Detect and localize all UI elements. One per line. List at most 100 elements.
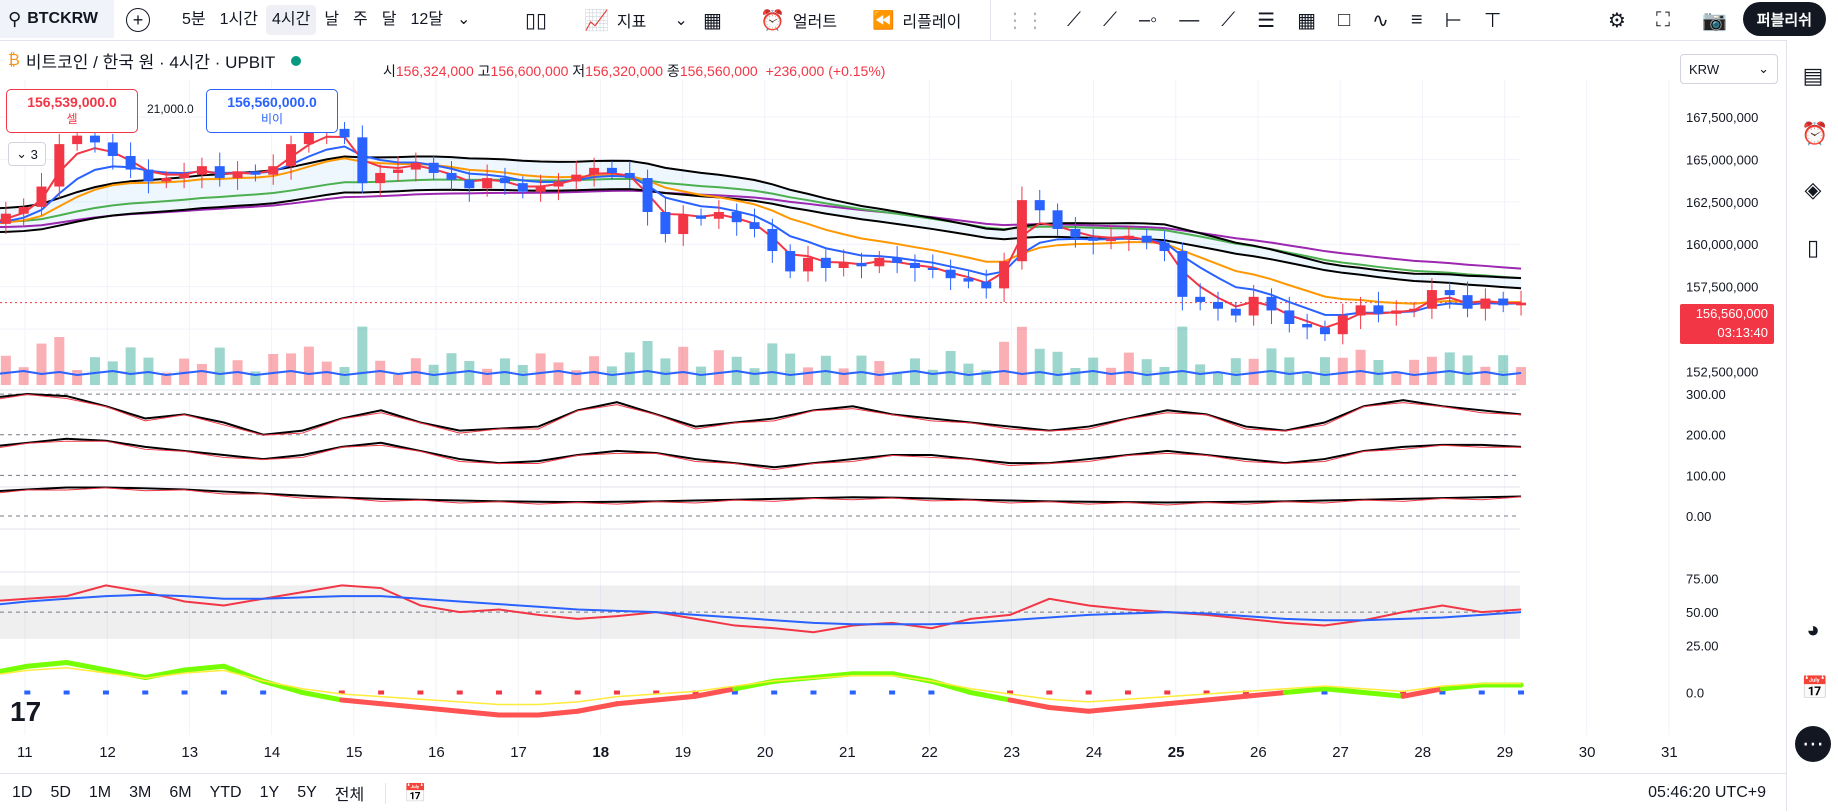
layers-icon[interactable]: ◈ xyxy=(1804,177,1822,202)
volume-bar xyxy=(36,343,47,385)
candle-body xyxy=(1462,295,1473,309)
volume-bar xyxy=(1230,358,1241,385)
drag-handle-icon[interactable]: ⋮⋮ xyxy=(1005,9,1045,32)
timeframe-day[interactable]: 날 xyxy=(324,11,340,28)
candle-body xyxy=(18,206,29,214)
settings-icon[interactable]: ⚙ xyxy=(1608,9,1626,32)
candle-body xyxy=(1052,210,1063,229)
range-1d[interactable]: 1D xyxy=(12,784,33,801)
range-6m[interactable]: 6M xyxy=(169,784,192,801)
horizontal-line-icon[interactable]: — xyxy=(1179,8,1200,31)
buy-button[interactable]: 156,560,000.0 비이 xyxy=(206,89,338,133)
volume-bar xyxy=(589,356,600,385)
x-tick-label: 27 xyxy=(1332,744,1349,761)
stoch1-k-line xyxy=(0,393,1522,436)
volume-bar xyxy=(892,372,903,385)
timeframe-5m[interactable]: 5분 xyxy=(182,11,206,28)
apps-grid-icon[interactable]: ⋯ xyxy=(1795,726,1831,762)
timeframe-4h[interactable]: 4시간 xyxy=(265,5,317,35)
collapse-indicators-button[interactable]: ⌄ 3 xyxy=(8,142,46,166)
range-5d[interactable]: 5D xyxy=(50,784,71,801)
parallel-channel-icon[interactable]: ≡ xyxy=(1410,8,1423,31)
candle-body xyxy=(642,178,653,212)
chat-icon[interactable]: ▯ xyxy=(1806,235,1820,260)
range-1y[interactable]: 1Y xyxy=(259,784,280,801)
add-symbol-button[interactable]: + xyxy=(126,0,150,40)
camera-icon[interactable]: 📷 xyxy=(1702,9,1727,32)
speedometer-icon[interactable]: ◕ xyxy=(1806,617,1820,642)
volume-bar xyxy=(196,364,207,385)
momentum-trend-segment xyxy=(614,697,659,707)
chart-canvas[interactable]: 167,500,000 165,000,000 162,500,000 160,000… xyxy=(0,40,1786,773)
volume-bar xyxy=(54,337,65,385)
rsi-tick-label: 50.00 xyxy=(1686,605,1719,620)
publish-button[interactable]: 퍼블리쉬 xyxy=(1742,2,1826,36)
candle-body xyxy=(945,269,956,279)
candle-body xyxy=(1444,290,1455,296)
candle-type-icon[interactable]: ▯▯ xyxy=(525,9,548,32)
momentum-bar xyxy=(928,690,935,695)
anchor-icon[interactable]: ⊤ xyxy=(1484,9,1502,32)
x-tick-label: 20 xyxy=(757,744,774,761)
zigzag-icon[interactable]: ∿ xyxy=(1372,9,1389,32)
bar-countdown: 03:13:40 xyxy=(1717,325,1768,340)
momentum-bar xyxy=(24,690,31,695)
timeframe-1h[interactable]: 1시간 xyxy=(219,11,258,28)
volume-bar xyxy=(1177,326,1188,385)
symbol-search-button[interactable]: ⚲ BTCKRW xyxy=(0,0,114,38)
volume-ma-line xyxy=(0,369,1522,377)
stoch-tick-label: 0.00 xyxy=(1686,509,1711,524)
momentum-bar xyxy=(731,690,738,695)
trend-line-icon[interactable]: ⟋ xyxy=(1067,8,1081,31)
candle-body xyxy=(107,142,118,156)
ray-icon[interactable]: ⟋ xyxy=(1103,8,1117,31)
indicators-button[interactable]: 📈 지표 ⌄ xyxy=(584,0,688,40)
path-icon[interactable]: ⟋ xyxy=(1221,8,1236,31)
currency-select[interactable]: KRW ⌄ xyxy=(1680,54,1778,84)
grid-icon[interactable]: ▦ xyxy=(1297,9,1317,32)
timeframe-month[interactable]: 달 xyxy=(381,11,397,28)
stoch1-k-signal-line xyxy=(0,393,1522,436)
buy-price: 156,560,000.0 xyxy=(227,94,317,110)
sell-button[interactable]: 156,539,000.0 셀 xyxy=(6,89,138,133)
timeframe-week[interactable]: 주 xyxy=(353,11,368,28)
range-3m[interactable]: 3M xyxy=(129,784,152,801)
momentum-trend-segment xyxy=(0,663,30,675)
chevron-down-icon[interactable]: ⌄ xyxy=(457,11,471,28)
calendar-icon[interactable]: 📅 xyxy=(1801,675,1829,700)
date-range-icon[interactable]: 📅 xyxy=(385,782,435,804)
change-value: +236,000 (+0.15%) xyxy=(765,63,886,79)
candle-body xyxy=(553,181,564,187)
fib-icon[interactable]: ☰ xyxy=(1257,9,1276,32)
volume-bar xyxy=(1248,358,1259,385)
replay-button[interactable]: ⏪ 리플레이 xyxy=(872,0,961,40)
range-1m[interactable]: 1M xyxy=(88,784,112,801)
candle-body xyxy=(1248,296,1259,316)
range-ytd[interactable]: YTD xyxy=(209,784,242,801)
momentum-bar xyxy=(1203,690,1210,695)
volume-bar xyxy=(624,352,635,385)
volume-bar xyxy=(18,367,29,385)
candle-body xyxy=(606,167,617,173)
range-5y[interactable]: 5Y xyxy=(297,784,317,801)
watchlist-icon[interactable]: ▤ xyxy=(1802,63,1824,88)
momentum-trend-segment xyxy=(299,690,345,703)
x-tick-label: 14 xyxy=(264,744,281,761)
right-sidebar: ▤ ⏰ ◈ ▯ ◕ 📅 ⋯ xyxy=(1786,40,1838,811)
candle-body xyxy=(375,172,386,184)
range-all[interactable]: 전체 xyxy=(334,787,365,804)
rectangle-icon[interactable]: □ xyxy=(1338,8,1351,31)
horizontal-ray-icon[interactable]: –◦ xyxy=(1139,8,1158,31)
x-tick-label: 28 xyxy=(1414,744,1431,761)
alert-button[interactable]: ⏰ 얼러트 xyxy=(760,0,837,40)
fullscreen-icon[interactable]: ⛶ xyxy=(1656,8,1670,31)
layout-grid-icon[interactable]: ▦ xyxy=(703,9,722,32)
x-tick-label: 16 xyxy=(428,744,445,761)
momentum-bar xyxy=(849,690,856,695)
candle-body xyxy=(874,257,885,267)
candle-body xyxy=(767,228,778,252)
alarm-icon[interactable]: ⏰ xyxy=(1801,121,1829,146)
timeframe-12month[interactable]: 12달 xyxy=(410,11,444,28)
measure-icon[interactable]: ⊢ xyxy=(1444,9,1463,32)
volume-bar xyxy=(125,347,136,385)
